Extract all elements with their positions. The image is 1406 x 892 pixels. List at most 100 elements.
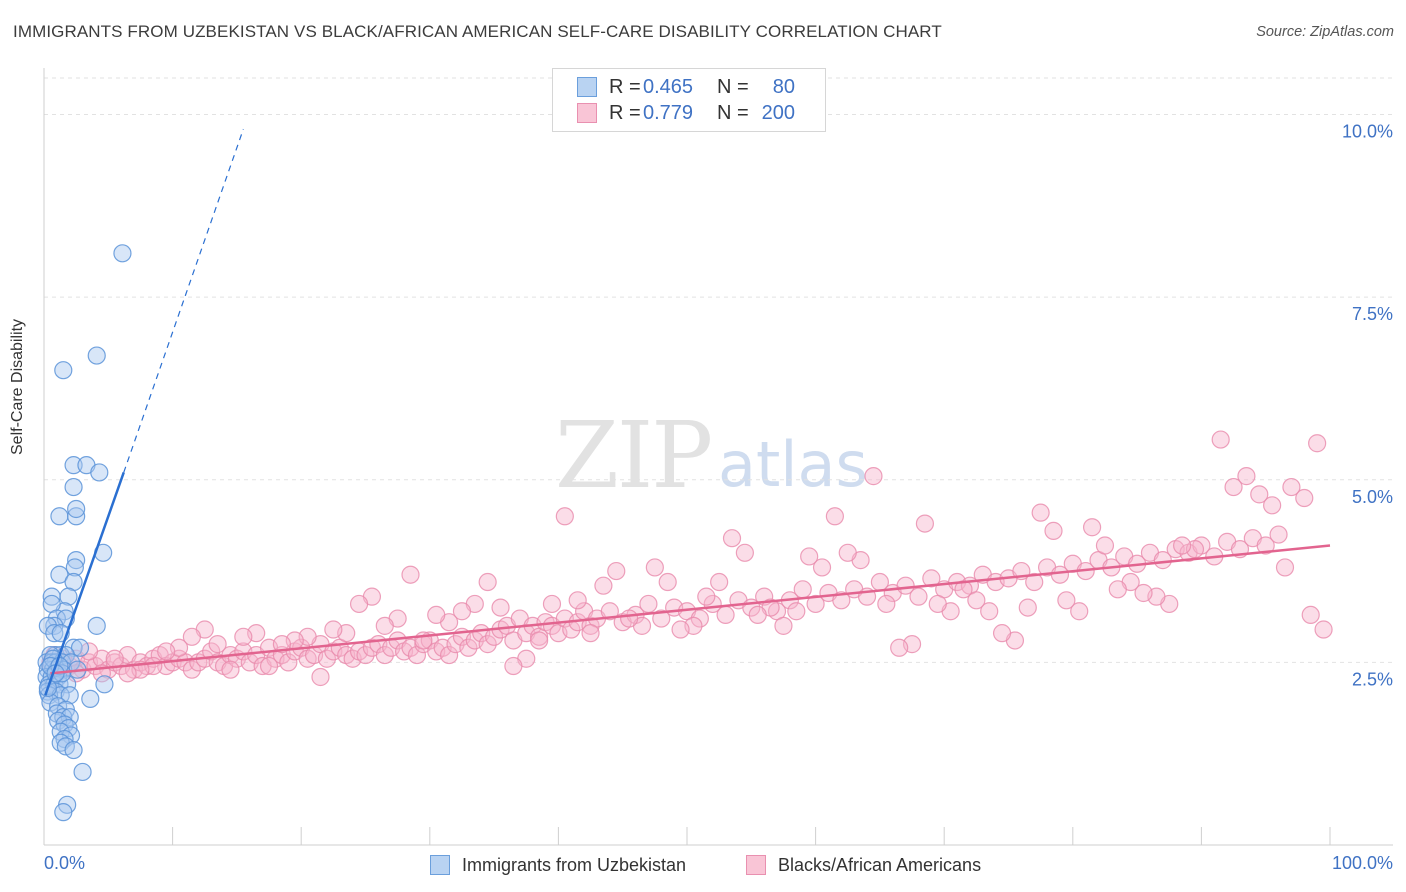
data-point-blacks-african-americans [1070, 602, 1089, 621]
data-point-blacks-african-americans [992, 624, 1012, 643]
data-point-immigrants-uzbekistan [65, 558, 84, 577]
legend-row-uzbekistan: R = 0.465 N = 80 [577, 75, 795, 99]
data-point-blacks-african-americans [317, 649, 337, 668]
data-point-blacks-african-americans [1256, 536, 1275, 555]
legend-item-uzbekistan[interactable]: Immigrants from Uzbekistan [430, 852, 686, 878]
data-point-blacks-african-americans [1301, 605, 1320, 625]
data-point-blacks-african-americans [896, 576, 915, 595]
data-point-blacks-african-americans [1250, 485, 1269, 504]
data-point-blacks-african-americans [1224, 477, 1243, 497]
data-point-blacks-african-americans [787, 602, 806, 621]
data-point-blacks-african-americans [1095, 536, 1115, 555]
source-label: Source: ZipAtlas.com [1256, 24, 1394, 40]
data-point-blacks-african-americans [1108, 580, 1127, 599]
data-point-blacks-african-americans [806, 594, 825, 614]
data-point-immigrants-uzbekistan [64, 456, 83, 475]
data-point-immigrants-uzbekistan [70, 638, 90, 657]
data-point-immigrants-uzbekistan [50, 507, 69, 526]
data-point-blacks-african-americans [877, 594, 896, 614]
legend-item-black-african-american[interactable]: Blacks/African Americans [746, 852, 981, 878]
data-point-blacks-african-americans [259, 656, 279, 676]
data-point-immigrants-uzbekistan [67, 507, 86, 526]
y-tick-label: 7.5% [1352, 304, 1393, 324]
trend-lines [44, 128, 1331, 696]
data-point-blacks-african-americans [909, 587, 928, 606]
data-point-blacks-african-americans [710, 572, 729, 592]
data-point-blacks-african-americans [748, 605, 767, 625]
legend-swatch-pink [577, 103, 597, 123]
data-point-blacks-african-americans [980, 602, 999, 621]
data-point-immigrants-uzbekistan [87, 346, 106, 365]
data-point-blacks-african-americans [639, 594, 658, 614]
data-point-blacks-african-americans [928, 594, 947, 614]
data-point-immigrants-uzbekistan [73, 762, 92, 782]
legend-swatch-blue [577, 77, 597, 97]
legend-n-label: N = [717, 101, 749, 124]
data-point-blacks-african-americans [375, 616, 394, 635]
data-point-blacks-african-americans [401, 565, 420, 584]
data-point-blacks-african-americans [542, 594, 562, 614]
data-point-immigrants-uzbekistan [45, 624, 64, 643]
data-point-blacks-african-americans [1050, 565, 1070, 584]
legend-row-black-african-american: R = 0.779 N = 200 [577, 101, 795, 125]
series-immigrants-uzbekistan [37, 244, 132, 822]
data-point-blacks-african-americans [1173, 536, 1192, 555]
legend-swatch-blue [430, 855, 450, 875]
data-point-immigrants-uzbekistan [95, 675, 114, 694]
data-point-blacks-african-americans [311, 667, 330, 687]
data-point-blacks-african-americans [478, 572, 497, 592]
data-point-blacks-african-americans [600, 602, 619, 621]
data-point-immigrants-uzbekistan [60, 686, 79, 705]
y-tick-label: 5.0% [1352, 487, 1393, 507]
series-blacks-african-americans [41, 430, 1333, 687]
data-point-immigrants-uzbekistan [50, 565, 69, 584]
data-point-blacks-african-americans [832, 591, 851, 610]
legend-r-value: 0.465 [643, 75, 694, 98]
data-point-blacks-african-americans [568, 591, 587, 610]
y-tick-label: 10.0% [1342, 122, 1393, 142]
data-point-immigrants-uzbekistan [54, 803, 73, 822]
data-point-blacks-african-americans [1044, 521, 1063, 540]
data-point-blacks-african-americans [1031, 503, 1050, 522]
data-point-blacks-african-americans [356, 645, 375, 665]
data-point-blacks-african-americans [452, 602, 472, 621]
data-point-blacks-african-americans [427, 605, 446, 625]
data-point-blacks-african-americans [722, 529, 742, 548]
data-point-blacks-african-americans [864, 467, 883, 486]
data-point-blacks-african-americans [1263, 496, 1282, 515]
data-point-blacks-african-americans [478, 635, 497, 654]
data-point-blacks-african-americans [774, 616, 793, 635]
data-point-blacks-african-americans [1275, 558, 1295, 577]
data-point-blacks-african-americans [838, 543, 857, 562]
data-point-blacks-african-americans [690, 609, 709, 628]
data-point-blacks-african-americans [221, 660, 240, 679]
data-point-immigrants-uzbekistan [45, 616, 64, 635]
data-point-immigrants-uzbekistan [67, 499, 86, 519]
data-point-blacks-african-americans [79, 642, 99, 661]
legend-swatch-pink [746, 855, 766, 875]
data-point-blacks-african-americans [459, 638, 478, 657]
data-point-blacks-african-americans [581, 624, 600, 643]
data-point-immigrants-uzbekistan [54, 361, 73, 380]
data-point-blacks-african-americans [272, 635, 292, 654]
data-point-immigrants-uzbekistan [67, 551, 86, 570]
data-point-blacks-african-americans [1082, 518, 1102, 537]
data-point-blacks-african-americans [182, 660, 201, 679]
data-point-blacks-african-americans [1308, 434, 1327, 453]
data-point-blacks-african-americans [157, 642, 176, 661]
legend-label: Blacks/African Americans [778, 854, 982, 875]
data-point-immigrants-uzbekistan [59, 587, 78, 606]
data-point-immigrants-uzbekistan [90, 463, 109, 482]
data-point-blacks-african-americans [324, 620, 343, 639]
data-point-blacks-african-americans [1018, 598, 1037, 617]
data-point-blacks-african-americans [1269, 525, 1288, 544]
data-point-immigrants-uzbekistan [64, 740, 83, 760]
y-tick-label: 2.5% [1352, 669, 1393, 689]
legend-n-value: 200 [761, 101, 795, 124]
data-point-immigrants-uzbekistan [81, 689, 100, 709]
data-point-blacks-african-americans [594, 576, 613, 595]
data-point-blacks-african-americans [504, 656, 523, 676]
legend-r-value: 0.779 [643, 101, 694, 124]
legend-n-value: 80 [772, 75, 795, 98]
